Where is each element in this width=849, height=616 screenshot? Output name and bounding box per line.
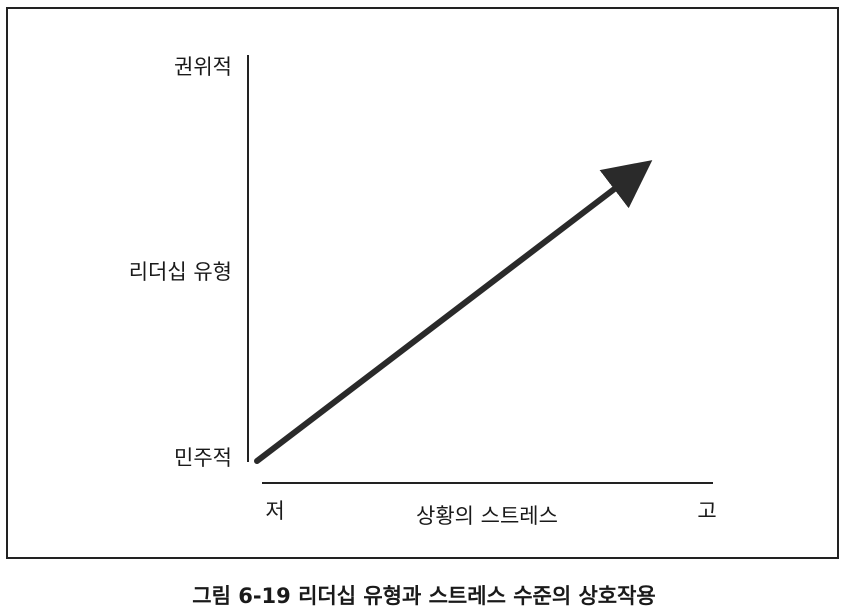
x-low-label: 저 (265, 499, 284, 523)
x-axis-title: 상황의 스트레스 (416, 504, 558, 528)
x-high-label: 고 (697, 499, 716, 523)
y-top-label: 권위적 (174, 55, 232, 79)
caption: 그림 6-19 리더십 유형과 스트레스 수준의 상호작용 (192, 584, 656, 608)
frame (6, 7, 839, 559)
trend-arrow (254, 160, 653, 464)
y-axis-title: 리더십 유형 (129, 260, 232, 284)
y-bottom-label: 민주적 (174, 446, 232, 470)
